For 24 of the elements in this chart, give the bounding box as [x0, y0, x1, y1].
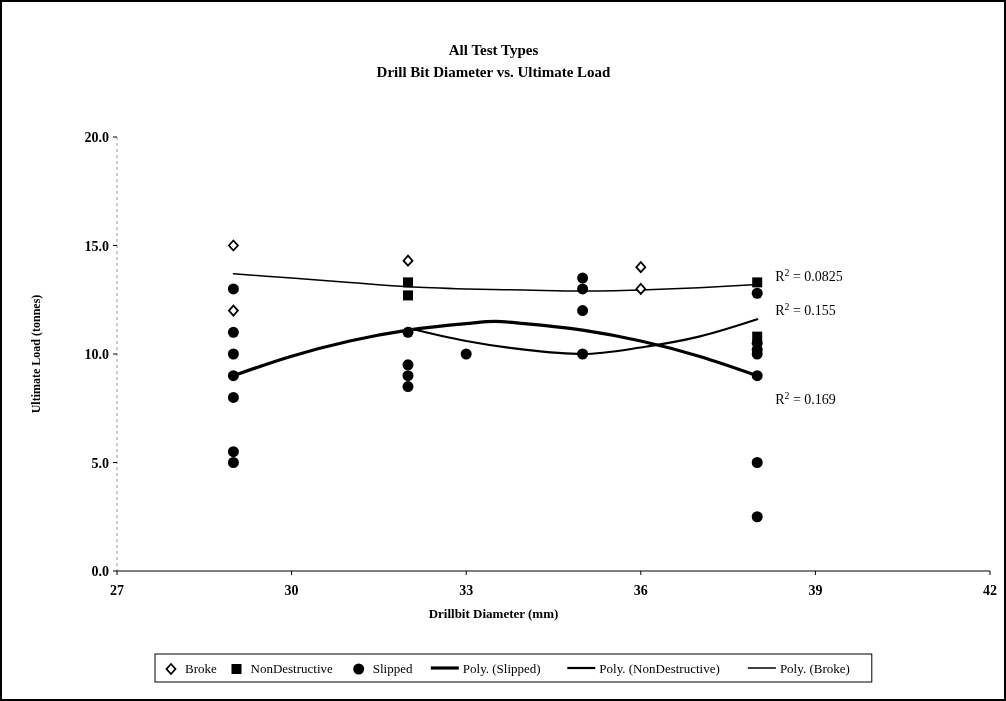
legend-label: NonDestructive: [250, 661, 334, 676]
x-tick-label: 36: [633, 583, 648, 598]
annotation: R$^{2}$ = 0.0825: [775, 266, 843, 284]
legend-label: Poly. (Broke): [779, 661, 850, 676]
annotation: R$^{2}$ = 0.155: [775, 300, 836, 319]
legend-label: Broke: [185, 661, 217, 676]
y-axis-title: Ultimate Load (tonnes): [29, 294, 43, 414]
annotation: R$^{2}$ = 0.169: [775, 389, 836, 407]
y-tick-label: 20.0: [84, 130, 109, 145]
legend-label: Slipped: [372, 661, 413, 676]
legend-label: Poly. (NonDestructive): [599, 661, 720, 676]
y-tick-label: 10.0: [84, 347, 109, 362]
y-tick-label: 5.0: [91, 455, 109, 471]
chart-title: All Test Types: [448, 42, 539, 58]
x-tick-label: 39: [808, 583, 823, 598]
x-tick-label: 30: [284, 583, 299, 598]
x-tick-label: 27: [110, 583, 124, 598]
x-tick-label: 42: [983, 583, 997, 598]
y-tick-label: 15.0: [84, 238, 109, 254]
legend-label: Poly. (Slipped): [462, 661, 541, 676]
x-tick-label: 33: [459, 583, 474, 598]
chart-subtitle: Drill Bit Diameter vs. Ultimate Load: [376, 64, 612, 80]
x-axis-title: Drillbit Diameter (mm): [428, 606, 559, 621]
y-tick-label: 0.0: [91, 564, 109, 579]
